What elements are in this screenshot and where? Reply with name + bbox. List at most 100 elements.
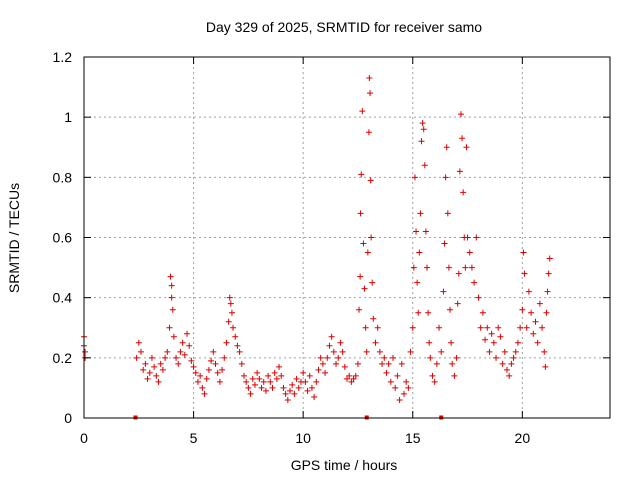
data-point: [194, 378, 201, 385]
data-point: [167, 273, 174, 280]
data-point: [477, 324, 484, 331]
data-point: [133, 354, 140, 361]
data-point: [403, 378, 410, 385]
data-point: [357, 273, 364, 280]
data-point: [249, 375, 256, 382]
data-point: [514, 339, 521, 346]
x-tick-label: 10: [295, 430, 311, 446]
data-point: [368, 234, 375, 241]
data-point: [506, 372, 513, 379]
data-point: [425, 309, 432, 316]
data-point: [369, 279, 376, 286]
data-point: [162, 354, 169, 361]
data-point: [328, 333, 335, 340]
data-point: [367, 90, 374, 97]
data-point: [135, 339, 142, 346]
data-point: [479, 309, 486, 316]
data-point: [240, 372, 247, 379]
data-point: [251, 381, 258, 388]
data-point: [291, 390, 298, 397]
data-point: [429, 372, 436, 379]
data-point: [443, 144, 450, 151]
data-point: [407, 348, 414, 355]
data-point: [282, 390, 289, 397]
data-point: [256, 375, 263, 382]
data-point: [304, 387, 311, 394]
data-point: [276, 363, 283, 370]
data-point: [269, 384, 276, 391]
data-point: [230, 324, 237, 331]
data-point: [179, 339, 186, 346]
data-point: [360, 240, 367, 247]
data-point: [381, 354, 388, 361]
data-point: [444, 210, 451, 217]
data-point: [453, 354, 460, 361]
data-point: [169, 306, 176, 313]
x-tick-label: 15: [405, 430, 421, 446]
data-point: [365, 129, 372, 136]
grid-lines: [84, 57, 610, 418]
data-point: [348, 378, 355, 385]
data-point: [159, 366, 166, 373]
data-point: [440, 288, 447, 295]
data-point: [523, 324, 530, 331]
data-point: [445, 264, 452, 271]
data-point: [475, 294, 482, 301]
data-point: [413, 228, 420, 235]
data-point: [539, 324, 546, 331]
data-point: [457, 111, 464, 118]
data-point: [390, 354, 397, 361]
data-point: [544, 288, 551, 295]
data-point: [146, 369, 153, 376]
data-point: [313, 378, 320, 385]
data-point: [459, 135, 466, 142]
data-point: [372, 339, 379, 346]
data-point: [366, 75, 373, 82]
data-point: [409, 324, 416, 331]
data-point: [438, 348, 445, 355]
data-point: [471, 279, 478, 286]
data-point: [247, 390, 254, 397]
y-tick-label: 0.6: [53, 230, 73, 246]
data-point: [232, 333, 239, 340]
data-point: [324, 354, 331, 361]
data-point: [295, 384, 302, 391]
data-point: [164, 348, 171, 355]
y-tick-label: 0.2: [53, 350, 73, 366]
data-point: [219, 366, 226, 373]
data-point: [415, 309, 422, 316]
data-point: [311, 393, 318, 400]
y-tick-label: 0: [64, 410, 72, 426]
data-point: [473, 234, 480, 241]
x-axis-label: GPS time / hours: [291, 457, 398, 473]
data-point: [216, 378, 223, 385]
y-tick-label: 0.8: [53, 169, 73, 185]
y-tick-label: 0.4: [53, 290, 73, 306]
data-point: [339, 348, 346, 355]
data-point: [468, 264, 475, 271]
data-point: [451, 372, 458, 379]
data-point: [190, 363, 197, 370]
data-point: [414, 279, 421, 286]
data-point: [273, 375, 280, 382]
data-point: [405, 384, 412, 391]
data-point: [417, 210, 424, 217]
data-point: [442, 174, 449, 181]
data-points: [81, 75, 553, 403]
data-point: [356, 306, 363, 313]
data-point: [419, 120, 426, 127]
data-point: [416, 249, 423, 256]
data-point: [243, 378, 250, 385]
data-point: [254, 369, 261, 376]
data-point: [447, 306, 454, 313]
y-tick-label: 1.2: [53, 49, 73, 65]
data-point: [315, 366, 322, 373]
data-point: [423, 264, 430, 271]
data-point: [374, 324, 381, 331]
data-point: [367, 177, 374, 184]
data-point: [464, 234, 471, 241]
data-point: [528, 309, 535, 316]
data-point: [488, 330, 495, 337]
data-point: [203, 375, 210, 382]
